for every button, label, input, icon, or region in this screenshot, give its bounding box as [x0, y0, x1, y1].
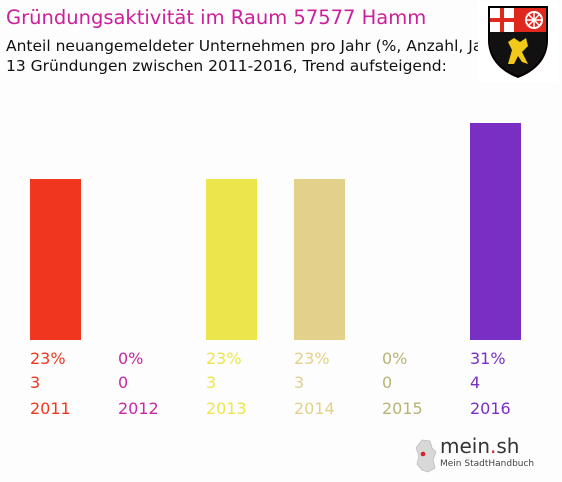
year-label-2011: 2011 [30, 399, 71, 418]
year-label-2013: 2013 [206, 399, 247, 418]
year-label-2016: 2016 [470, 399, 511, 418]
count-label-2012: 0 [118, 373, 128, 392]
logo-text-main: mein [440, 434, 491, 458]
bar-2014 [294, 179, 345, 340]
bar-2011 [30, 179, 81, 340]
logo-tagline: Mein StadtHandbuch [440, 459, 535, 469]
coat-of-arms-icon [478, 2, 558, 82]
chart-subtitle: Anteil neuangemeldeter Unternehmen pro J… [6, 37, 505, 55]
count-label-2014: 3 [294, 373, 304, 392]
chart-summary: 13 Gründungen zwischen 2011-2016, Trend … [6, 57, 447, 75]
percent-label-2016: 31% [470, 349, 506, 368]
year-label-2012: 2012 [118, 399, 159, 418]
mein-sh-logo: mein.sh Mein StadtHandbuch [414, 434, 534, 476]
percent-label-2015: 0% [382, 349, 407, 368]
year-label-2014: 2014 [294, 399, 335, 418]
bar-2013 [206, 179, 257, 340]
year-label-2015: 2015 [382, 399, 423, 418]
count-label-2013: 3 [206, 373, 216, 392]
percent-label-2011: 23% [30, 349, 66, 368]
count-label-2016: 4 [470, 373, 480, 392]
chart-title: Gründungsaktivität im Raum 57577 Hamm [6, 6, 427, 29]
count-label-2015: 0 [382, 373, 392, 392]
percent-label-2013: 23% [206, 349, 242, 368]
percent-label-2012: 0% [118, 349, 143, 368]
germany-map-icon [415, 439, 437, 473]
bar-2016 [470, 123, 521, 340]
logo-text-dot: . [490, 434, 497, 458]
count-label-2011: 3 [30, 373, 40, 392]
percent-label-2014: 23% [294, 349, 330, 368]
logo-text-suffix: sh [496, 434, 520, 458]
